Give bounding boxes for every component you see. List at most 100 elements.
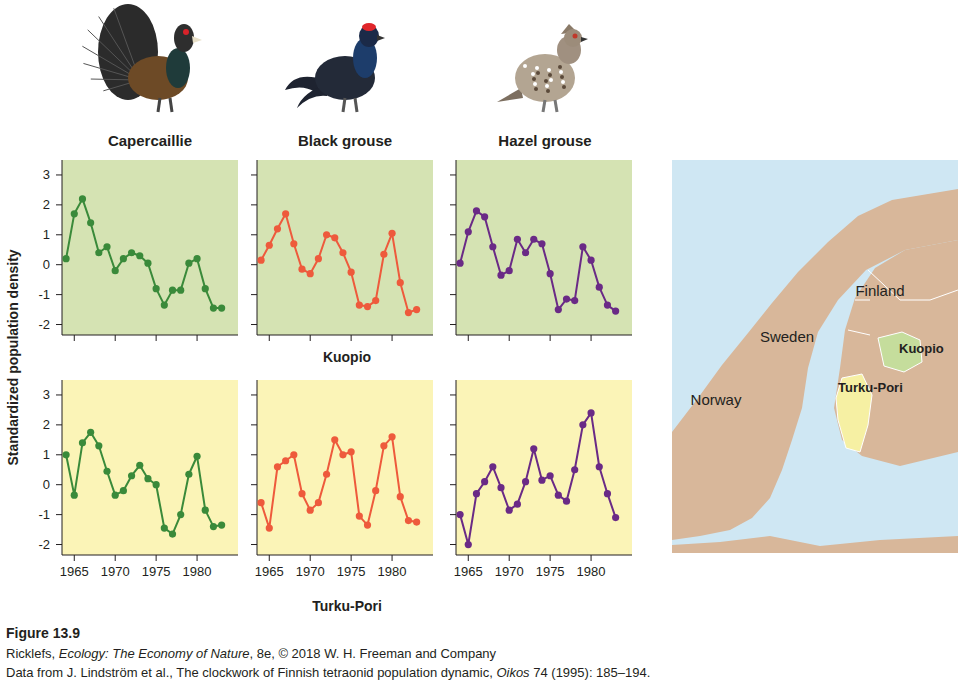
x-tick xyxy=(509,335,510,341)
point xyxy=(331,234,338,241)
point xyxy=(348,448,355,455)
point xyxy=(380,251,387,258)
panel xyxy=(251,160,433,341)
x-tick xyxy=(392,555,393,561)
point xyxy=(604,490,611,497)
speckle xyxy=(532,77,536,81)
point xyxy=(456,511,463,518)
point xyxy=(266,242,273,249)
y-tick xyxy=(251,204,257,205)
point xyxy=(413,306,420,313)
x-tick xyxy=(156,555,157,561)
point xyxy=(282,210,289,217)
y-axis xyxy=(456,160,457,335)
point xyxy=(87,429,94,436)
point xyxy=(177,287,184,294)
point xyxy=(257,499,264,506)
map-body xyxy=(672,160,958,553)
x-tick-label: 1980 xyxy=(378,564,407,579)
point xyxy=(282,457,289,464)
point xyxy=(571,297,578,304)
chest xyxy=(166,48,190,88)
finland xyxy=(834,240,958,466)
panel-background xyxy=(257,160,433,335)
y-tick xyxy=(56,394,62,395)
x-axis xyxy=(257,555,433,556)
point xyxy=(364,303,371,310)
speckle xyxy=(536,71,540,75)
y-tick xyxy=(251,424,257,425)
bird-illustration xyxy=(497,24,588,112)
caption-segment: Ricklefs, xyxy=(6,646,59,661)
speckle xyxy=(559,70,563,74)
point xyxy=(456,260,463,267)
series-line xyxy=(66,199,222,308)
point xyxy=(298,490,305,497)
y-tick xyxy=(56,544,62,545)
speckle xyxy=(544,79,548,83)
point xyxy=(315,255,322,262)
country-label: Sweden xyxy=(760,328,814,345)
point xyxy=(405,517,412,524)
map: FinlandSwedenNorwayKuopioTurku-Pori xyxy=(672,160,958,553)
y-tick xyxy=(56,324,62,325)
y-tick xyxy=(251,324,257,325)
y-axis xyxy=(456,380,457,555)
point xyxy=(473,207,480,214)
point xyxy=(128,249,135,256)
region-label: Turku-Pori xyxy=(312,598,382,614)
y-tick-label: 1 xyxy=(43,227,50,242)
y-tick xyxy=(450,234,456,235)
point xyxy=(136,252,143,259)
point xyxy=(177,511,184,518)
point xyxy=(497,272,504,279)
point xyxy=(185,260,192,267)
y-tick xyxy=(56,204,62,205)
x-tick xyxy=(468,555,469,561)
point xyxy=(62,255,69,262)
leg xyxy=(170,98,172,112)
speckle xyxy=(558,65,562,69)
x-tick-label: 1970 xyxy=(495,564,524,579)
point xyxy=(579,243,586,250)
point xyxy=(356,513,363,520)
point xyxy=(596,463,603,470)
point xyxy=(218,304,225,311)
point xyxy=(497,484,504,491)
x-tick xyxy=(156,335,157,341)
speckle xyxy=(535,66,539,70)
speckle xyxy=(560,75,564,79)
point xyxy=(87,219,94,226)
y-tick-label: -1 xyxy=(38,287,50,302)
point xyxy=(612,514,619,521)
point xyxy=(210,304,217,311)
y-tick xyxy=(251,264,257,265)
y-tick-label: 3 xyxy=(43,167,50,182)
speckle xyxy=(547,68,551,72)
y-tick xyxy=(450,264,456,265)
x-tick xyxy=(269,335,270,341)
series-line xyxy=(66,432,222,534)
point xyxy=(364,521,371,528)
point xyxy=(323,471,330,478)
panel-background xyxy=(456,160,632,335)
x-tick xyxy=(550,555,551,561)
point xyxy=(339,451,346,458)
point xyxy=(587,409,594,416)
point xyxy=(522,249,529,256)
point xyxy=(547,472,554,479)
point xyxy=(612,307,619,314)
x-tick-label: 1975 xyxy=(536,564,565,579)
point xyxy=(161,524,168,531)
point xyxy=(153,285,160,292)
y-tick-label: 2 xyxy=(43,197,50,212)
point xyxy=(112,492,119,499)
point xyxy=(103,468,110,475)
y-tick xyxy=(56,234,62,235)
x-tick xyxy=(115,335,116,341)
comb xyxy=(362,23,376,31)
bird-illustration xyxy=(285,23,385,112)
y-tick-label: 0 xyxy=(43,477,50,492)
caption-segment: Oikos xyxy=(496,665,530,680)
point xyxy=(169,530,176,537)
